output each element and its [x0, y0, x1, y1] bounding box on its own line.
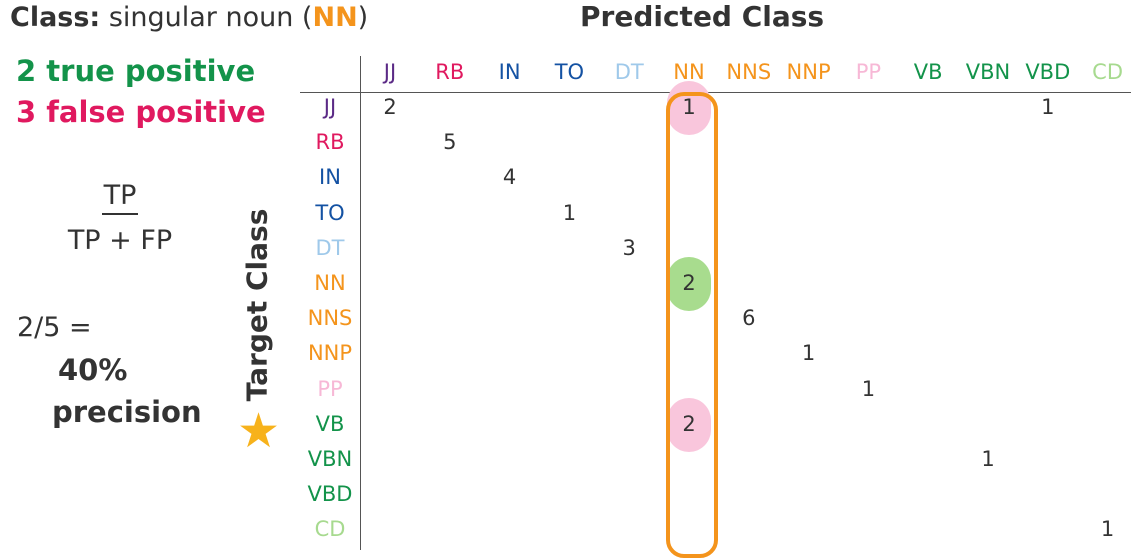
precision-percent: 40% [58, 353, 128, 387]
row-label-to: TO [315, 200, 345, 225]
matrix-cell: 3 [622, 235, 636, 260]
row-label-vbd: VBD [307, 482, 353, 507]
false-positive-count: 3 false positive [16, 95, 266, 129]
class-code: NN [312, 2, 358, 33]
column-label-to: TO [554, 60, 585, 84]
matrix-horizontal-axis [300, 92, 1131, 93]
row-label-jj: JJ [323, 95, 337, 119]
row-label-dt: DT [315, 235, 345, 260]
star-icon: ★ [237, 403, 281, 459]
row-label-vb: VB [315, 411, 345, 436]
column-label-vbd: VBD [1025, 60, 1071, 84]
row-label-pp: PP [317, 376, 343, 401]
true-positive-count: 2 true positive [16, 54, 256, 88]
column-label-vb: VB [913, 60, 943, 84]
matrix-cell: 1 [682, 95, 696, 119]
matrix-cell: 2 [682, 271, 696, 295]
matrix-vertical-axis [360, 56, 361, 550]
matrix-cell: 1 [1100, 517, 1115, 542]
column-label-cd: CD [1092, 60, 1124, 84]
matrix-cell: 2 [682, 411, 696, 436]
matrix-cell: 1 [1041, 95, 1055, 119]
matrix-cell: 6 [742, 306, 756, 331]
matrix-cell: 1 [981, 447, 995, 471]
class-close-paren: ) [357, 2, 369, 33]
row-label-cd: CD [314, 517, 346, 542]
column-label-nns: NNS [726, 60, 772, 84]
target-class-title: Target Class [240, 208, 274, 402]
matrix-cell: 1 [801, 341, 816, 366]
row-label-nn: NN [314, 271, 346, 295]
precision-formula: TP TP + FP [40, 180, 200, 261]
row-label-nns: NNS [307, 306, 353, 331]
matrix-cell: 2 [383, 95, 397, 119]
column-label-nn: NN [673, 60, 705, 84]
column-label-nnp: NNP [786, 60, 831, 84]
class-description: singular noun ( [108, 2, 313, 33]
class-heading: Class: singular noun (NN) [10, 2, 368, 33]
false-positive-highlight [667, 397, 711, 452]
column-label-in: IN [498, 60, 521, 84]
formula-numerator: TP [101, 181, 139, 215]
predicted-class-title: Predicted Class [580, 0, 825, 33]
formula-denominator: TP + FP [67, 225, 173, 256]
column-label-vbn: VBN [965, 60, 1011, 84]
matrix-cell: 1 [861, 376, 876, 401]
nn-column-highlight [666, 92, 718, 558]
true-positive-highlight [667, 257, 711, 311]
row-label-in: IN [319, 165, 341, 190]
column-label-pp: PP [855, 60, 882, 84]
row-label-rb: RB [315, 130, 345, 155]
matrix-cell: 5 [443, 130, 457, 155]
row-label-vbn: VBN [307, 447, 353, 471]
column-label-jj: JJ [383, 60, 397, 84]
precision-ratio: 2/5 = [17, 312, 92, 343]
matrix-cell: 1 [562, 200, 577, 225]
class-label: Class: [10, 2, 101, 33]
row-label-nnp: NNP [307, 341, 353, 366]
matrix-cell: 4 [502, 165, 517, 190]
column-label-rb: RB [435, 60, 465, 84]
column-label-dt: DT [614, 60, 644, 84]
precision-word: precision [52, 395, 202, 429]
